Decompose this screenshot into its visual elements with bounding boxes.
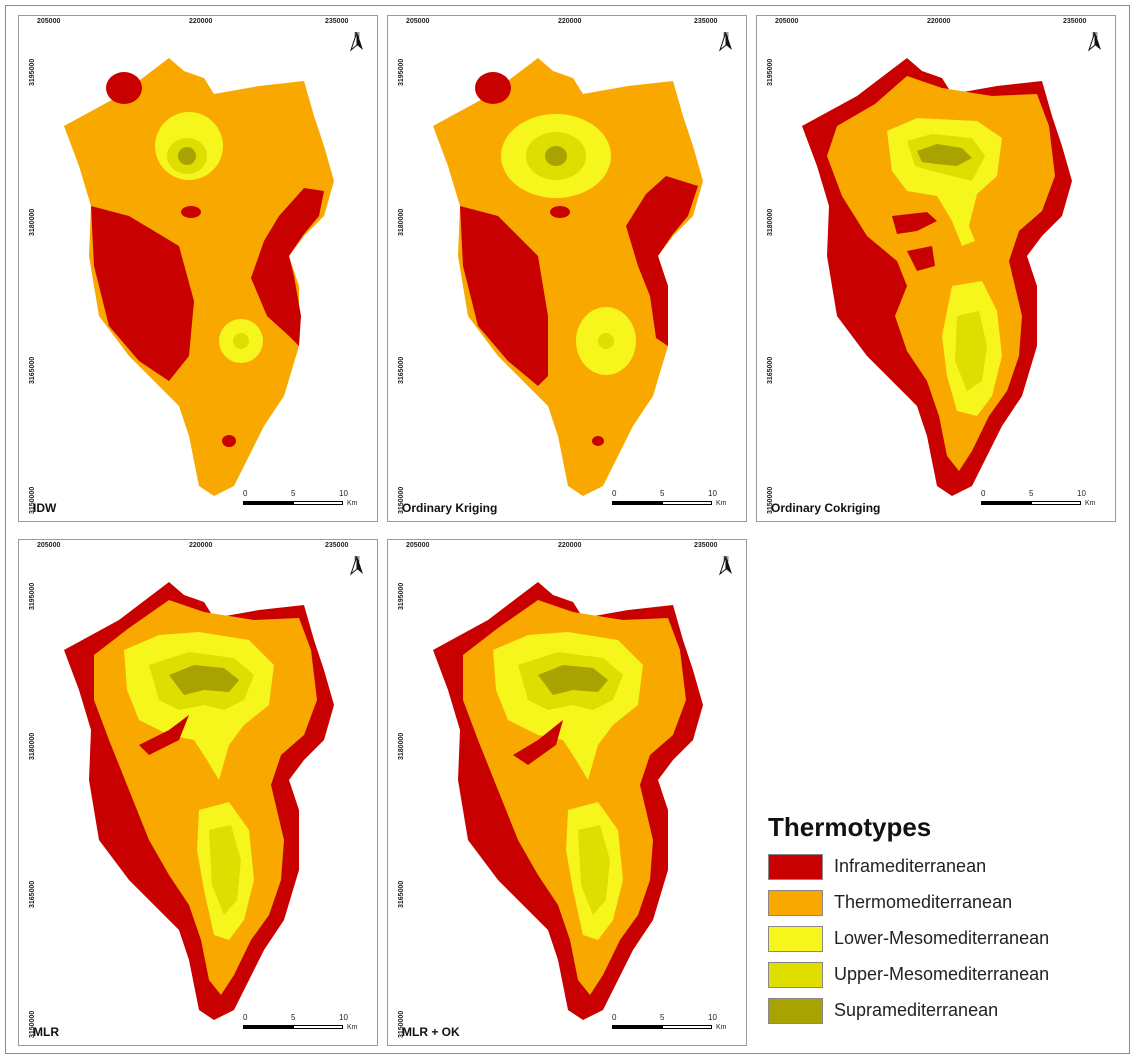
legend-swatch: [768, 854, 823, 880]
x-tick: 235000: [325, 542, 349, 549]
zone-uppermeso: [955, 311, 987, 391]
legend-label: Lower-Mesomediterranean: [834, 928, 1050, 948]
legend-item: Inframediterranean: [768, 852, 1098, 880]
zone-uppermeso: [209, 825, 241, 915]
zone-infra: [139, 715, 189, 755]
zone-supra: [545, 146, 567, 166]
figure-frame: [5, 5, 1130, 1054]
zone-infra: [261, 250, 281, 262]
x-tick: 220000: [927, 18, 951, 25]
x-tick: 205000: [37, 18, 61, 25]
legend-label: Thermomediterranean: [834, 892, 1013, 912]
zone-infra: [513, 720, 563, 765]
legend: Thermotypes Inframediterranean Thermomed…: [768, 812, 1098, 1032]
legend-swatch: [768, 926, 823, 952]
legend-swatch: [768, 998, 823, 1024]
legend-item: Thermomediterranean: [768, 888, 1098, 916]
zone-supra: [917, 144, 972, 166]
north-arrow-icon: N: [1087, 32, 1103, 62]
scale-bar: 0 5 10 Km: [612, 1013, 727, 1031]
north-arrow-icon: N: [349, 32, 365, 62]
legend-label: Inframediterranean: [834, 856, 987, 876]
zone-infra: [106, 72, 142, 104]
zone-uppermeso: [598, 333, 614, 349]
map-panel-mlr: 205000 220000 235000 3195000 3180000 316…: [18, 539, 378, 1046]
scale-bar: 0 5 10 Km: [612, 489, 727, 507]
zone-infra: [475, 72, 511, 104]
x-tick: 205000: [37, 542, 61, 549]
zone-infra: [251, 188, 324, 346]
panel-title: MLR: [33, 1025, 59, 1039]
island-thermo: [64, 58, 334, 496]
x-tick: 205000: [406, 18, 430, 25]
island-thermo: [433, 58, 703, 496]
zone-supra: [538, 665, 608, 695]
panel-title: Ordinary Cokriging: [771, 501, 881, 515]
panel-title: IDW: [33, 501, 57, 515]
x-tick: 235000: [325, 18, 349, 25]
zone-infra: [222, 435, 236, 447]
panel-title: MLR + OK: [402, 1025, 460, 1039]
map-panel-idw: 205000 220000 235000 3195000 3180000 316…: [18, 15, 378, 522]
zone-infra: [181, 206, 201, 218]
x-tick: 220000: [558, 18, 582, 25]
legend-title: Thermotypes: [768, 812, 932, 842]
legend-item: Lower-Mesomediterranean: [768, 924, 1098, 952]
legend-label: Supramediterranean: [834, 1000, 999, 1020]
zone-infra: [626, 176, 698, 346]
map-panel-ordinary-kriging: 205000 220000 235000 3195000 3180000 316…: [387, 15, 747, 522]
zone-supra: [169, 665, 239, 695]
zone-infra: [892, 212, 937, 234]
island-map: [64, 58, 334, 496]
zone-uppermeso: [578, 825, 610, 915]
x-tick: 220000: [558, 542, 582, 549]
legend-label: Upper-Mesomediterranean: [834, 964, 1050, 984]
north-arrow-icon: N: [349, 556, 365, 586]
x-tick: 220000: [189, 542, 213, 549]
legend-swatch: [768, 890, 823, 916]
map-panel-mlr-ok: 205000 220000 235000 3195000 3180000 316…: [387, 539, 747, 1046]
island-map: [433, 582, 703, 1020]
zone-infra: [91, 206, 194, 381]
north-arrow-icon: N: [718, 32, 734, 62]
x-tick: 235000: [694, 542, 718, 549]
zone-thermo: [827, 76, 1055, 471]
x-tick: 235000: [694, 18, 718, 25]
island-map: [802, 58, 1072, 496]
scale-bar: 0 5 10 Km: [243, 1013, 358, 1031]
zone-uppermeso: [233, 333, 249, 349]
scale-bar: 0 5 10 Km: [981, 489, 1096, 507]
island-map: [64, 582, 334, 1020]
island-map: [433, 58, 703, 496]
zone-infra: [460, 206, 548, 386]
legend-swatch: [768, 962, 823, 988]
x-tick: 205000: [775, 18, 799, 25]
zone-infra: [907, 246, 935, 271]
north-arrow-icon: N: [718, 556, 734, 586]
legend-item: Upper-Mesomediterranean: [768, 960, 1098, 988]
x-tick: 205000: [406, 542, 430, 549]
zone-supra: [178, 147, 196, 165]
zone-infra: [592, 436, 604, 446]
zone-infra: [550, 206, 570, 218]
legend-item: Supramediterranean: [768, 996, 1098, 1024]
x-tick: 235000: [1063, 18, 1087, 25]
x-tick: 220000: [189, 18, 213, 25]
map-panel-ordinary-cokriging: 205000 220000 235000 3195000 3180000 316…: [756, 15, 1116, 522]
scale-bar: 0 5 10 Km: [243, 489, 358, 507]
panel-title: Ordinary Kriging: [402, 501, 498, 515]
